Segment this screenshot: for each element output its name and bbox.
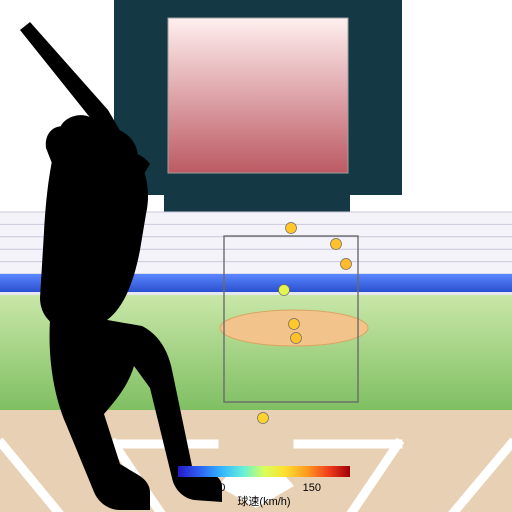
pitch-marker <box>289 319 300 330</box>
colorscale-tick: 150 <box>303 482 321 494</box>
colorscale-bar <box>178 466 350 477</box>
scoreboard-screen <box>168 18 348 173</box>
pitch-marker <box>291 333 302 344</box>
pitch-marker <box>286 223 297 234</box>
colorscale-label: 球速(km/h) <box>237 494 290 508</box>
pitch-marker <box>279 285 290 296</box>
colorscale-tick: 100 <box>207 482 225 494</box>
pitch-marker <box>341 259 352 270</box>
pitch-marker <box>331 239 342 250</box>
pitch-marker <box>258 413 269 424</box>
